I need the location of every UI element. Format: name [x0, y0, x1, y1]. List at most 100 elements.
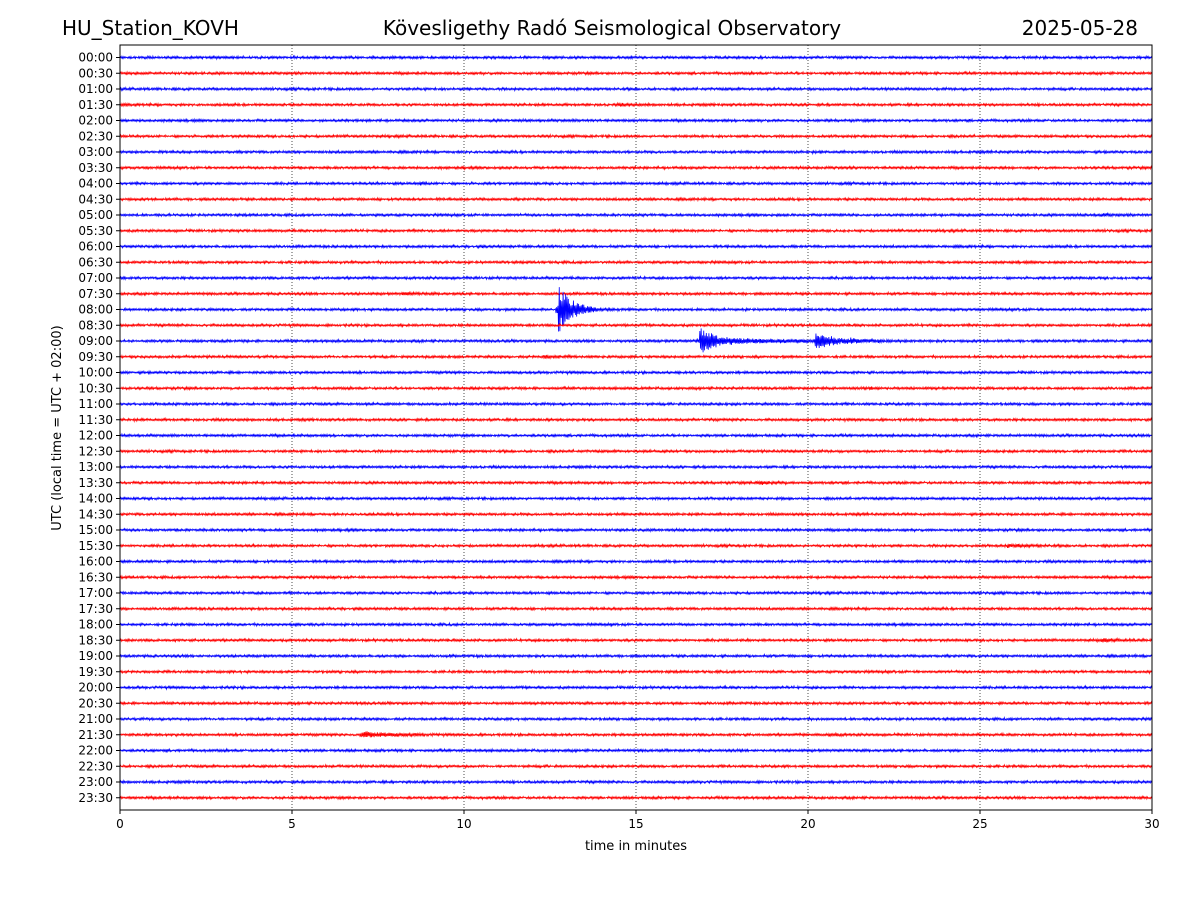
y-tick-label: 23:00 — [78, 775, 113, 789]
y-tick-label: 05:00 — [78, 208, 113, 222]
y-tick-label: 21:30 — [78, 728, 113, 742]
y-tick-label: 12:30 — [78, 444, 113, 458]
y-tick-label: 10:30 — [78, 381, 113, 395]
y-tick-label: 01:30 — [78, 98, 113, 112]
trace-line-0300 — [119, 148, 1153, 156]
x-axis-ticks: 0 5 10 15 20 25 30 — [116, 810, 1160, 831]
x-tick-label: 10 — [456, 817, 471, 831]
station-title: HU_Station_KOVH — [62, 16, 239, 40]
trace-line-1330 — [119, 479, 1153, 486]
trace-line-2100 — [119, 715, 1153, 723]
trace-line-0830 — [119, 322, 1153, 329]
trace-line-1000 — [119, 369, 1153, 376]
trace-line-2330 — [119, 794, 1153, 801]
y-tick-label: 03:30 — [78, 161, 113, 175]
y-tick-label: 07:00 — [78, 271, 113, 285]
trace-line-0500 — [119, 211, 1153, 219]
y-tick-label: 02:00 — [78, 114, 113, 128]
y-tick-label: 08:30 — [78, 318, 113, 332]
trace-line-0030 — [119, 70, 1153, 77]
y-tick-label: 10:00 — [78, 366, 113, 380]
x-tick-label: 20 — [800, 817, 815, 831]
trace-line-1400 — [119, 495, 1153, 502]
trace-line-1430 — [119, 511, 1153, 518]
y-tick-label: 00:30 — [78, 66, 113, 80]
y-tick-label: 01:00 — [78, 82, 113, 96]
y-tick-label: 14:00 — [78, 492, 113, 506]
y-tick-label: 22:30 — [78, 759, 113, 773]
y-tick-label: 05:30 — [78, 224, 113, 238]
trace-line-0430 — [119, 196, 1153, 203]
trace-line-1730 — [119, 605, 1153, 612]
trace-line-0930 — [119, 353, 1153, 360]
x-tick-label: 15 — [628, 817, 643, 831]
date-title: 2025-05-28 — [1022, 16, 1138, 40]
y-tick-label: 15:00 — [78, 523, 113, 537]
y-tick-label: 16:00 — [78, 555, 113, 569]
trace-line-2130 — [119, 731, 1153, 739]
trace-line-1600 — [119, 558, 1153, 565]
trace-line-1930 — [119, 668, 1153, 675]
trace-line-1200 — [119, 432, 1153, 439]
y-tick-label: 14:30 — [78, 507, 113, 521]
y-tick-label: 17:30 — [78, 602, 113, 616]
trace-line-2200 — [119, 747, 1153, 754]
trace-line-2230 — [119, 763, 1153, 770]
trace-line-1230 — [119, 448, 1153, 455]
y-tick-label: 07:30 — [78, 287, 113, 301]
y-tick-label: 04:00 — [78, 177, 113, 191]
y-tick-label: 20:30 — [78, 696, 113, 710]
x-tick-label: 5 — [288, 817, 296, 831]
trace-line-2300 — [119, 778, 1153, 786]
y-tick-label: 13:30 — [78, 476, 113, 490]
trace-line-0330 — [119, 164, 1153, 171]
trace-line-1830 — [119, 636, 1153, 644]
trace-line-0530 — [119, 227, 1153, 234]
trace-line-1630 — [119, 574, 1153, 581]
trace-line-0900 — [119, 328, 1153, 353]
y-tick-label: 19:30 — [78, 665, 113, 679]
trace-line-1900 — [119, 652, 1153, 660]
y-tick-label: 02:30 — [78, 129, 113, 143]
trace-line-0730 — [119, 290, 1153, 297]
y-tick-label: 22:00 — [78, 744, 113, 758]
y-tick-label: 20:00 — [78, 681, 113, 695]
trace-line-1130 — [119, 416, 1153, 423]
trace-line-0100 — [119, 85, 1153, 93]
y-axis-label: UTC (local time = UTC + 02:00) — [50, 325, 65, 530]
y-tick-label: 16:30 — [78, 570, 113, 584]
trace-line-0200 — [119, 117, 1153, 124]
y-tick-label: 09:00 — [78, 334, 113, 348]
trace-line-0800 — [119, 287, 1153, 332]
y-tick-label: 06:00 — [78, 240, 113, 254]
y-tick-label: 17:00 — [78, 586, 113, 600]
y-tick-label: 11:30 — [78, 413, 113, 427]
trace-line-1700 — [119, 589, 1153, 596]
trace-line-2030 — [119, 700, 1153, 707]
trace-line-1300 — [119, 463, 1153, 471]
trace-line-1030 — [119, 385, 1153, 392]
y-tick-label: 09:30 — [78, 350, 113, 364]
trace-line-1100 — [119, 401, 1153, 408]
chart-title: Kövesligethy Radó Seismological Observat… — [383, 16, 841, 40]
y-tick-label: 04:30 — [78, 192, 113, 206]
trace-line-1530 — [119, 542, 1153, 549]
trace-line-0630 — [119, 259, 1153, 266]
y-tick-label: 19:00 — [78, 649, 113, 663]
trace-line-1800 — [119, 621, 1153, 628]
trace-line-1500 — [119, 527, 1153, 534]
y-tick-label: 18:00 — [78, 618, 113, 632]
y-tick-label: 21:00 — [78, 712, 113, 726]
trace-line-0700 — [119, 274, 1153, 281]
trace-line-0230 — [119, 133, 1153, 140]
x-tick-label: 25 — [972, 817, 987, 831]
trace-line-0000 — [119, 54, 1153, 61]
y-tick-label: 00:00 — [78, 51, 113, 65]
x-tick-label: 0 — [116, 817, 124, 831]
trace-line-0400 — [119, 180, 1153, 187]
x-tick-label: 30 — [1144, 817, 1159, 831]
y-tick-label: 06:30 — [78, 255, 113, 269]
seismic-traces — [119, 54, 1153, 801]
